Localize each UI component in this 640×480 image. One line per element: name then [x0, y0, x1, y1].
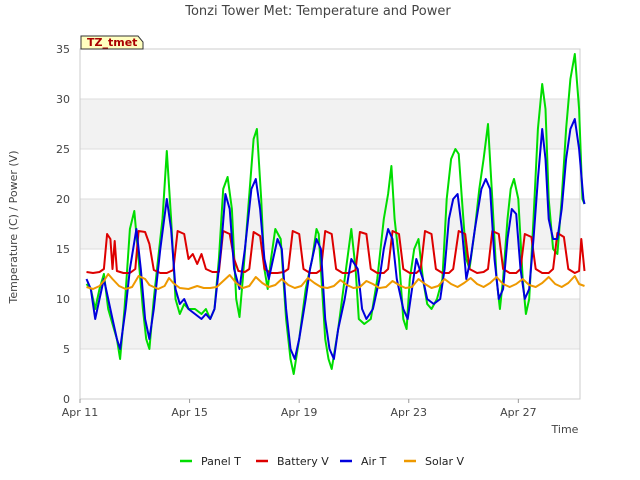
x-axis-ticks: Apr 11 Apr 15 Apr 19 Apr 23 Apr 27 — [62, 399, 537, 419]
badge-label: TZ_tmet — [87, 36, 137, 49]
badge-box — [80, 35, 144, 50]
y-axis-label: Temperature (C) / Power (V) — [7, 150, 20, 304]
badge: TZ_tmet — [80, 35, 144, 50]
legend-panel-t-label: Panel T — [201, 455, 241, 468]
y-tick-label: 35 — [56, 43, 70, 56]
legend-air-t-label: Air T — [361, 455, 387, 468]
x-axis-label: Time — [551, 423, 579, 436]
y-tick-label: 15 — [56, 243, 70, 256]
plot-band — [80, 99, 580, 149]
y-tick-label: 10 — [56, 293, 70, 306]
series-solar-v — [86, 273, 585, 290]
series-layer — [85, 53, 586, 375]
plot-frame — [79, 48, 581, 400]
x-tick-label: Apr 19 — [281, 406, 318, 419]
y-tick-label: 20 — [56, 193, 70, 206]
x-tick-label: Apr 11 — [62, 406, 99, 419]
series-panel-t — [85, 53, 586, 375]
y-tick-label: 30 — [56, 93, 70, 106]
y-tick-label: 0 — [63, 393, 70, 406]
plot-band — [80, 299, 580, 349]
legend-battery-v-label: Battery V — [277, 455, 329, 468]
y-tick-label: 25 — [56, 143, 70, 156]
series-air-t — [85, 118, 586, 360]
plot-background — [80, 99, 580, 349]
chart-title: Tonzi Tower Met: Temperature and Power — [184, 4, 451, 19]
x-tick-label: Apr 15 — [171, 406, 208, 419]
x-tick-label: Apr 27 — [500, 406, 537, 419]
x-tick-label: Apr 23 — [390, 406, 427, 419]
legend-solar-v-label: Solar V — [425, 455, 465, 468]
y-tick-label: 5 — [63, 343, 70, 356]
y-axis-ticks: 0 5 10 15 20 25 30 35 — [56, 43, 70, 406]
legend: Panel T Battery V Air T Solar V — [180, 455, 465, 468]
